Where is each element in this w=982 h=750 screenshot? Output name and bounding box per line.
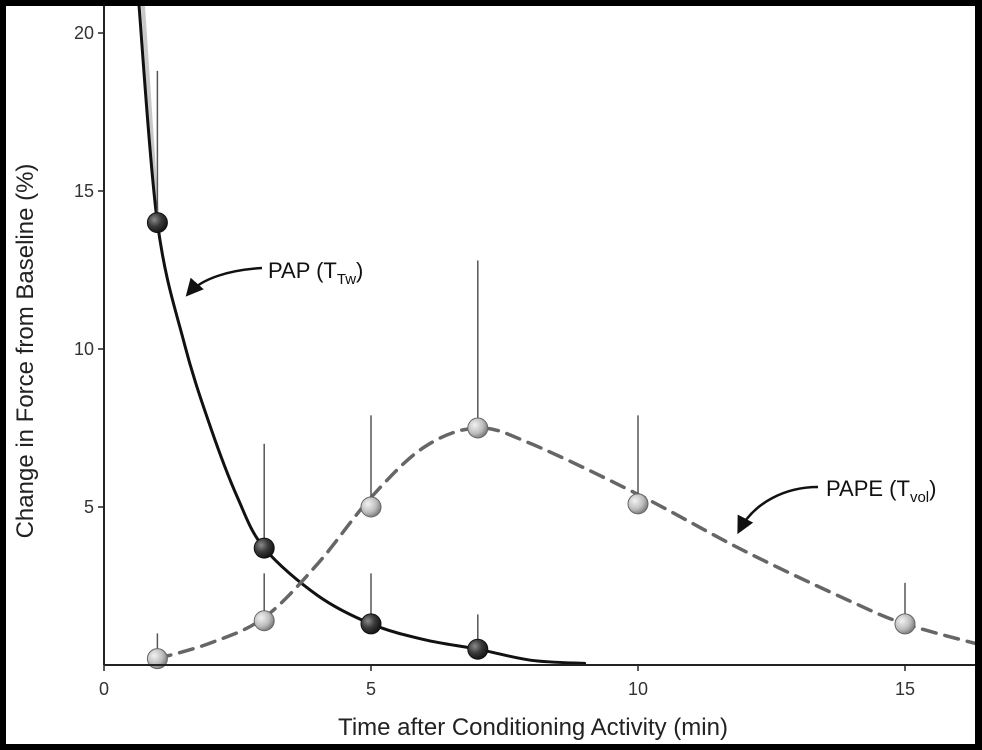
x-axis-title: Time after Conditioning Activity (min) [338,714,728,741]
pap-data-point [253,537,275,559]
pap-annotation-sub: Tw [337,271,356,288]
y-tick-label: 5 [84,497,94,517]
pape-annotation: PAPE (Tvol) [826,476,936,506]
pape-data-point [360,496,382,518]
pap-data-point [467,638,489,660]
pape-data-point [627,493,649,515]
pape-data-point [894,613,916,635]
pape-series-line [155,426,975,661]
x-tick-label: 5 [366,679,376,699]
y-tick-label: 15 [74,181,94,201]
pap-leading-segment [141,6,160,223]
pape-annotation-label: PAPE (T [826,476,910,501]
pape-data-point [253,610,275,632]
y-tick-label: 20 [74,23,94,43]
y-tick-label: 10 [74,339,94,359]
chart-panel: 0 5 10 15 5 10 15 20 Time after Conditioning Ac… [6,6,975,744]
pape-annotation-arrow [737,485,819,535]
chart: 0 5 10 15 5 10 15 20 Time after Conditioning Ac… [12,6,975,741]
pap-annotation: PAP (TTw) [268,258,363,288]
pap-annotation-label: PAP (T [268,258,337,283]
pape-annotation-sub: vol [910,489,929,506]
pap-data-point [146,212,168,234]
x-tick-label: 0 [99,679,109,699]
pap-series-line [137,6,587,665]
pape-data-point [146,648,168,670]
pap-data-point [360,613,382,635]
y-axis-title: Change in Force from Baseline (%) [12,164,39,539]
pap-annotation-arrow [185,266,263,297]
x-tick-label: 10 [628,679,648,699]
x-tick-label: 15 [895,679,915,699]
pape-data-point [467,417,489,439]
pap-annotation-close: ) [356,258,363,283]
pape-annotation-close: ) [929,476,936,501]
